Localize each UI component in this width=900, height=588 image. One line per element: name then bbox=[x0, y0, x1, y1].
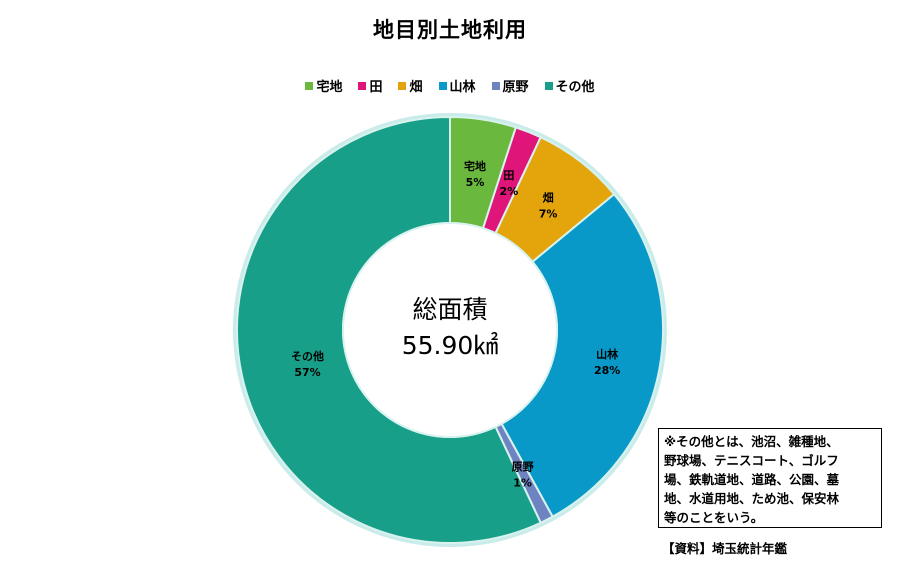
note-box: ※その他とは、池沼、雑種地、 野球場、テニスコート、ゴルフ 場、鉄軌道地、道路、… bbox=[658, 428, 882, 528]
legend-label: 原野 bbox=[502, 80, 529, 95]
legend-swatch bbox=[544, 81, 553, 90]
legend-item: 畑 bbox=[398, 76, 423, 95]
slice-label: 原野 1% bbox=[512, 461, 534, 490]
donut-outline bbox=[233, 113, 667, 547]
legend-label: 田 bbox=[369, 80, 383, 95]
legend-item: 原野 bbox=[491, 76, 529, 95]
note-line: 場、鉄軌道地、道路、公園、墓 bbox=[664, 472, 840, 487]
note-line: 等のことをいう。 bbox=[664, 510, 764, 525]
center-value: 55.90㎢ bbox=[402, 331, 499, 360]
legend-label: 畑 bbox=[409, 80, 423, 95]
slice-label: 宅地 5% bbox=[464, 159, 486, 189]
legend-item: 山林 bbox=[438, 76, 476, 95]
slice-label: 田 2% bbox=[500, 169, 519, 198]
source-note: 【資料】埼玉統計年鑑 bbox=[662, 541, 788, 556]
note-line: 地、水道用地、ため池、保安林 bbox=[664, 491, 840, 506]
legend-label: 山林 bbox=[449, 80, 476, 95]
legend-swatch bbox=[305, 81, 314, 90]
note-line: 野球場、テニスコート、ゴルフ bbox=[664, 453, 839, 468]
slice-label: 山林 28% bbox=[594, 347, 620, 377]
center-title: 総面積 bbox=[412, 295, 487, 324]
chart-title: 地目別土地利用 bbox=[373, 18, 527, 42]
legend: 宅地 田 畑 山林 原野 その他 bbox=[0, 76, 900, 95]
note-line: ※その他とは、池沼、雑種地、 bbox=[664, 434, 839, 449]
legend-item: 宅地 bbox=[305, 76, 342, 95]
legend-label: その他 bbox=[555, 80, 595, 95]
slice-label: その他 57% bbox=[291, 349, 324, 379]
legend-item: その他 bbox=[544, 76, 595, 95]
legend-label: 宅地 bbox=[316, 80, 343, 95]
legend-swatch bbox=[438, 81, 447, 90]
donut-hole bbox=[342, 222, 558, 438]
legend-item: 田 bbox=[358, 76, 382, 95]
legend-swatch bbox=[491, 81, 500, 90]
legend-swatch bbox=[398, 81, 407, 90]
slice-label: 畑 7% bbox=[539, 192, 558, 221]
legend-swatch bbox=[358, 81, 367, 90]
